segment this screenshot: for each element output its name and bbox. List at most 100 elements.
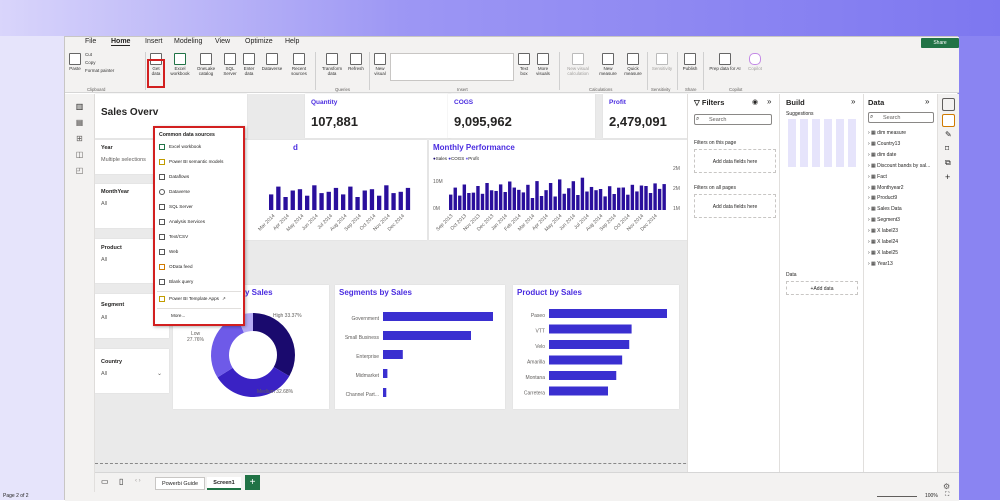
menu-optimize[interactable]: Optimize [245,38,273,45]
model-view-icon[interactable]: ⊞ [76,134,83,143]
data-field-item[interactable]: › ▦ X label25 [868,250,898,256]
onelake-catalog-button[interactable]: OneLake catalog [193,53,219,76]
source-text-csv[interactable]: Text/CSV [159,234,188,240]
refresh-button[interactable]: Refresh [347,53,365,71]
y-tick-label: 2M [673,186,680,192]
data-field-item[interactable]: › ▦ Sales Data [868,206,902,212]
source-excel-workbook[interactable]: Excel workbook [159,144,201,150]
filters-page-drop-zone[interactable]: Add data fields here [694,149,776,173]
segments-chart[interactable]: Segments by Sales Government Small Busine… [335,285,505,409]
collapse-pane-icon[interactable]: » [851,97,856,106]
zoom-slider[interactable] [877,496,917,497]
format-icon[interactable]: ✎ [945,130,952,139]
source-analysis-services[interactable]: Analysis Services [159,219,205,225]
add-data-button[interactable]: +Add data [786,281,858,295]
product-chart[interactable]: Product by Sales Paseo VTT Velo Amarilla Mon… [513,285,679,409]
data-field-item[interactable]: › ▦ X label23 [868,228,898,234]
page-view-icon[interactable]: ▭ [101,477,109,486]
source-dataverse[interactable]: Dataverse [159,189,190,195]
data-field-item[interactable]: › ▦ Year13 [868,261,893,267]
dataverse-button[interactable]: Dataverse [259,53,285,71]
source-template-apps[interactable]: Power BI Template Apps ↗ [159,296,226,302]
tab-powerbi-guide[interactable]: Powerbi Guide [155,477,205,490]
add-pane-icon[interactable]: + [945,172,951,182]
quick-measure-button[interactable]: Quick measure [622,53,644,76]
transform-icon [326,53,338,65]
source-more[interactable]: More... [171,313,185,318]
bookmark-icon[interactable]: ⌑ [945,144,950,153]
recent-sources-button[interactable]: Recent sources [287,53,311,76]
source-web[interactable]: Web [159,249,178,255]
menu-modeling[interactable]: Modeling [174,38,203,45]
source-odata-feed[interactable]: OData feed [159,264,193,270]
scroll-left-icon[interactable]: ‹ › [135,478,141,484]
data-search-input[interactable]: Search [868,112,934,123]
new-visual-calculation-button[interactable]: New visual calculation [562,53,594,76]
mobile-view-icon[interactable]: ▯ [119,477,124,486]
data-field-item[interactable]: › ▦ dim date [868,152,896,158]
visualizations-toggle-icon[interactable] [942,114,955,127]
filters-all-drop-zone[interactable]: Add data fields here [694,194,776,218]
publish-button[interactable]: Publish [680,53,700,71]
source-sql-server[interactable]: SQL Server [159,204,193,210]
bar-mark [405,187,411,210]
format-painter-button[interactable]: Format painter [85,68,114,73]
menu-view[interactable]: View [215,38,231,45]
enter-data-button[interactable]: Enter data [241,53,257,76]
sensitivity-button[interactable]: Sensitivity [650,53,674,71]
source-blank-query[interactable]: Blank query [159,279,193,285]
data-field-item[interactable]: › ▦ Product9 [868,195,897,201]
report-view-icon[interactable]: ▥ [75,102,84,111]
cut-button[interactable]: Cut [85,52,92,57]
source-dataflows[interactable]: Dataflows [159,174,189,180]
copy-button[interactable]: Copy [85,60,96,65]
paste-button[interactable]: Paste [67,53,83,71]
data-field-item[interactable]: › ▦ Country13 [868,141,900,147]
bar-mark [348,186,353,210]
data-field-item[interactable]: › ▦ Monthyear2 [868,185,904,191]
menu-file[interactable]: File [85,38,97,45]
source-powerbi-semantic-models[interactable]: Power BI semantic models [159,159,223,165]
selection-icon[interactable]: ⧉ [945,158,951,167]
sql-server-button[interactable]: SQL Server [221,53,239,76]
table-icon: › ▦ [868,228,878,235]
tab-screen1[interactable]: Screen1 [207,477,241,490]
settings-icon[interactable]: ⚙ [943,482,951,491]
text-box-button[interactable]: Text box [517,53,531,76]
menu-home[interactable]: Home [111,38,131,46]
filters-search-input[interactable]: Search [694,114,772,125]
collapse-pane-icon[interactable]: » [767,97,772,106]
menu-insert[interactable]: Insert [145,38,163,45]
filters-toggle-icon[interactable] [942,98,955,111]
chevron-down-icon[interactable]: ⌄ [157,371,163,377]
excel-workbook-button[interactable]: Excel workbook [169,53,191,76]
tmdl-view-icon[interactable]: ◰ [75,166,84,175]
data-field-item[interactable]: › ▦ X label24 [868,239,898,245]
data-field-item[interactable]: › ▦ dim measure [868,130,906,136]
add-page-button[interactable]: + [245,475,260,490]
visual-gallery[interactable] [390,53,514,81]
transform-data-button[interactable]: Transform data [319,53,345,76]
menu-help[interactable]: Help [285,38,300,45]
clipboard-group-label: Clipboard [87,87,106,92]
share-button[interactable]: Share [921,38,959,48]
more-visuals-button[interactable]: More visuals [533,53,553,76]
data-field-item[interactable]: › ▦ Discount bands by sal... [868,163,930,169]
eye-icon[interactable]: ◉ [752,99,759,106]
new-measure-button[interactable]: New measure [596,53,620,76]
data-field-item[interactable]: › ▦ Fact [868,174,887,180]
copilot-button[interactable]: Copilot [745,53,765,71]
sales-bar [549,386,608,396]
visualizations-gallery[interactable] [786,119,860,167]
table-view-icon[interactable]: ▦ [75,118,84,127]
monthly-performance-chart[interactable]: Monthly Performance ●Sales ●COGS ●Profit… [429,140,691,240]
prep-data-ai-button[interactable]: Prep data for AI [707,53,743,71]
country-slicer[interactable]: Country All ⌄ [95,349,169,393]
performance-bar [526,184,530,210]
fit-page-icon[interactable]: ⛶ [945,492,950,498]
new-visual-button[interactable]: New visual [372,53,388,76]
dax-query-view-icon[interactable]: ◫ [75,150,84,159]
data-field-item[interactable]: › ▦ Segment3 [868,217,900,223]
collapse-pane-icon[interactable]: » [925,97,930,106]
data-field-label: Monthyear2 [877,184,904,191]
